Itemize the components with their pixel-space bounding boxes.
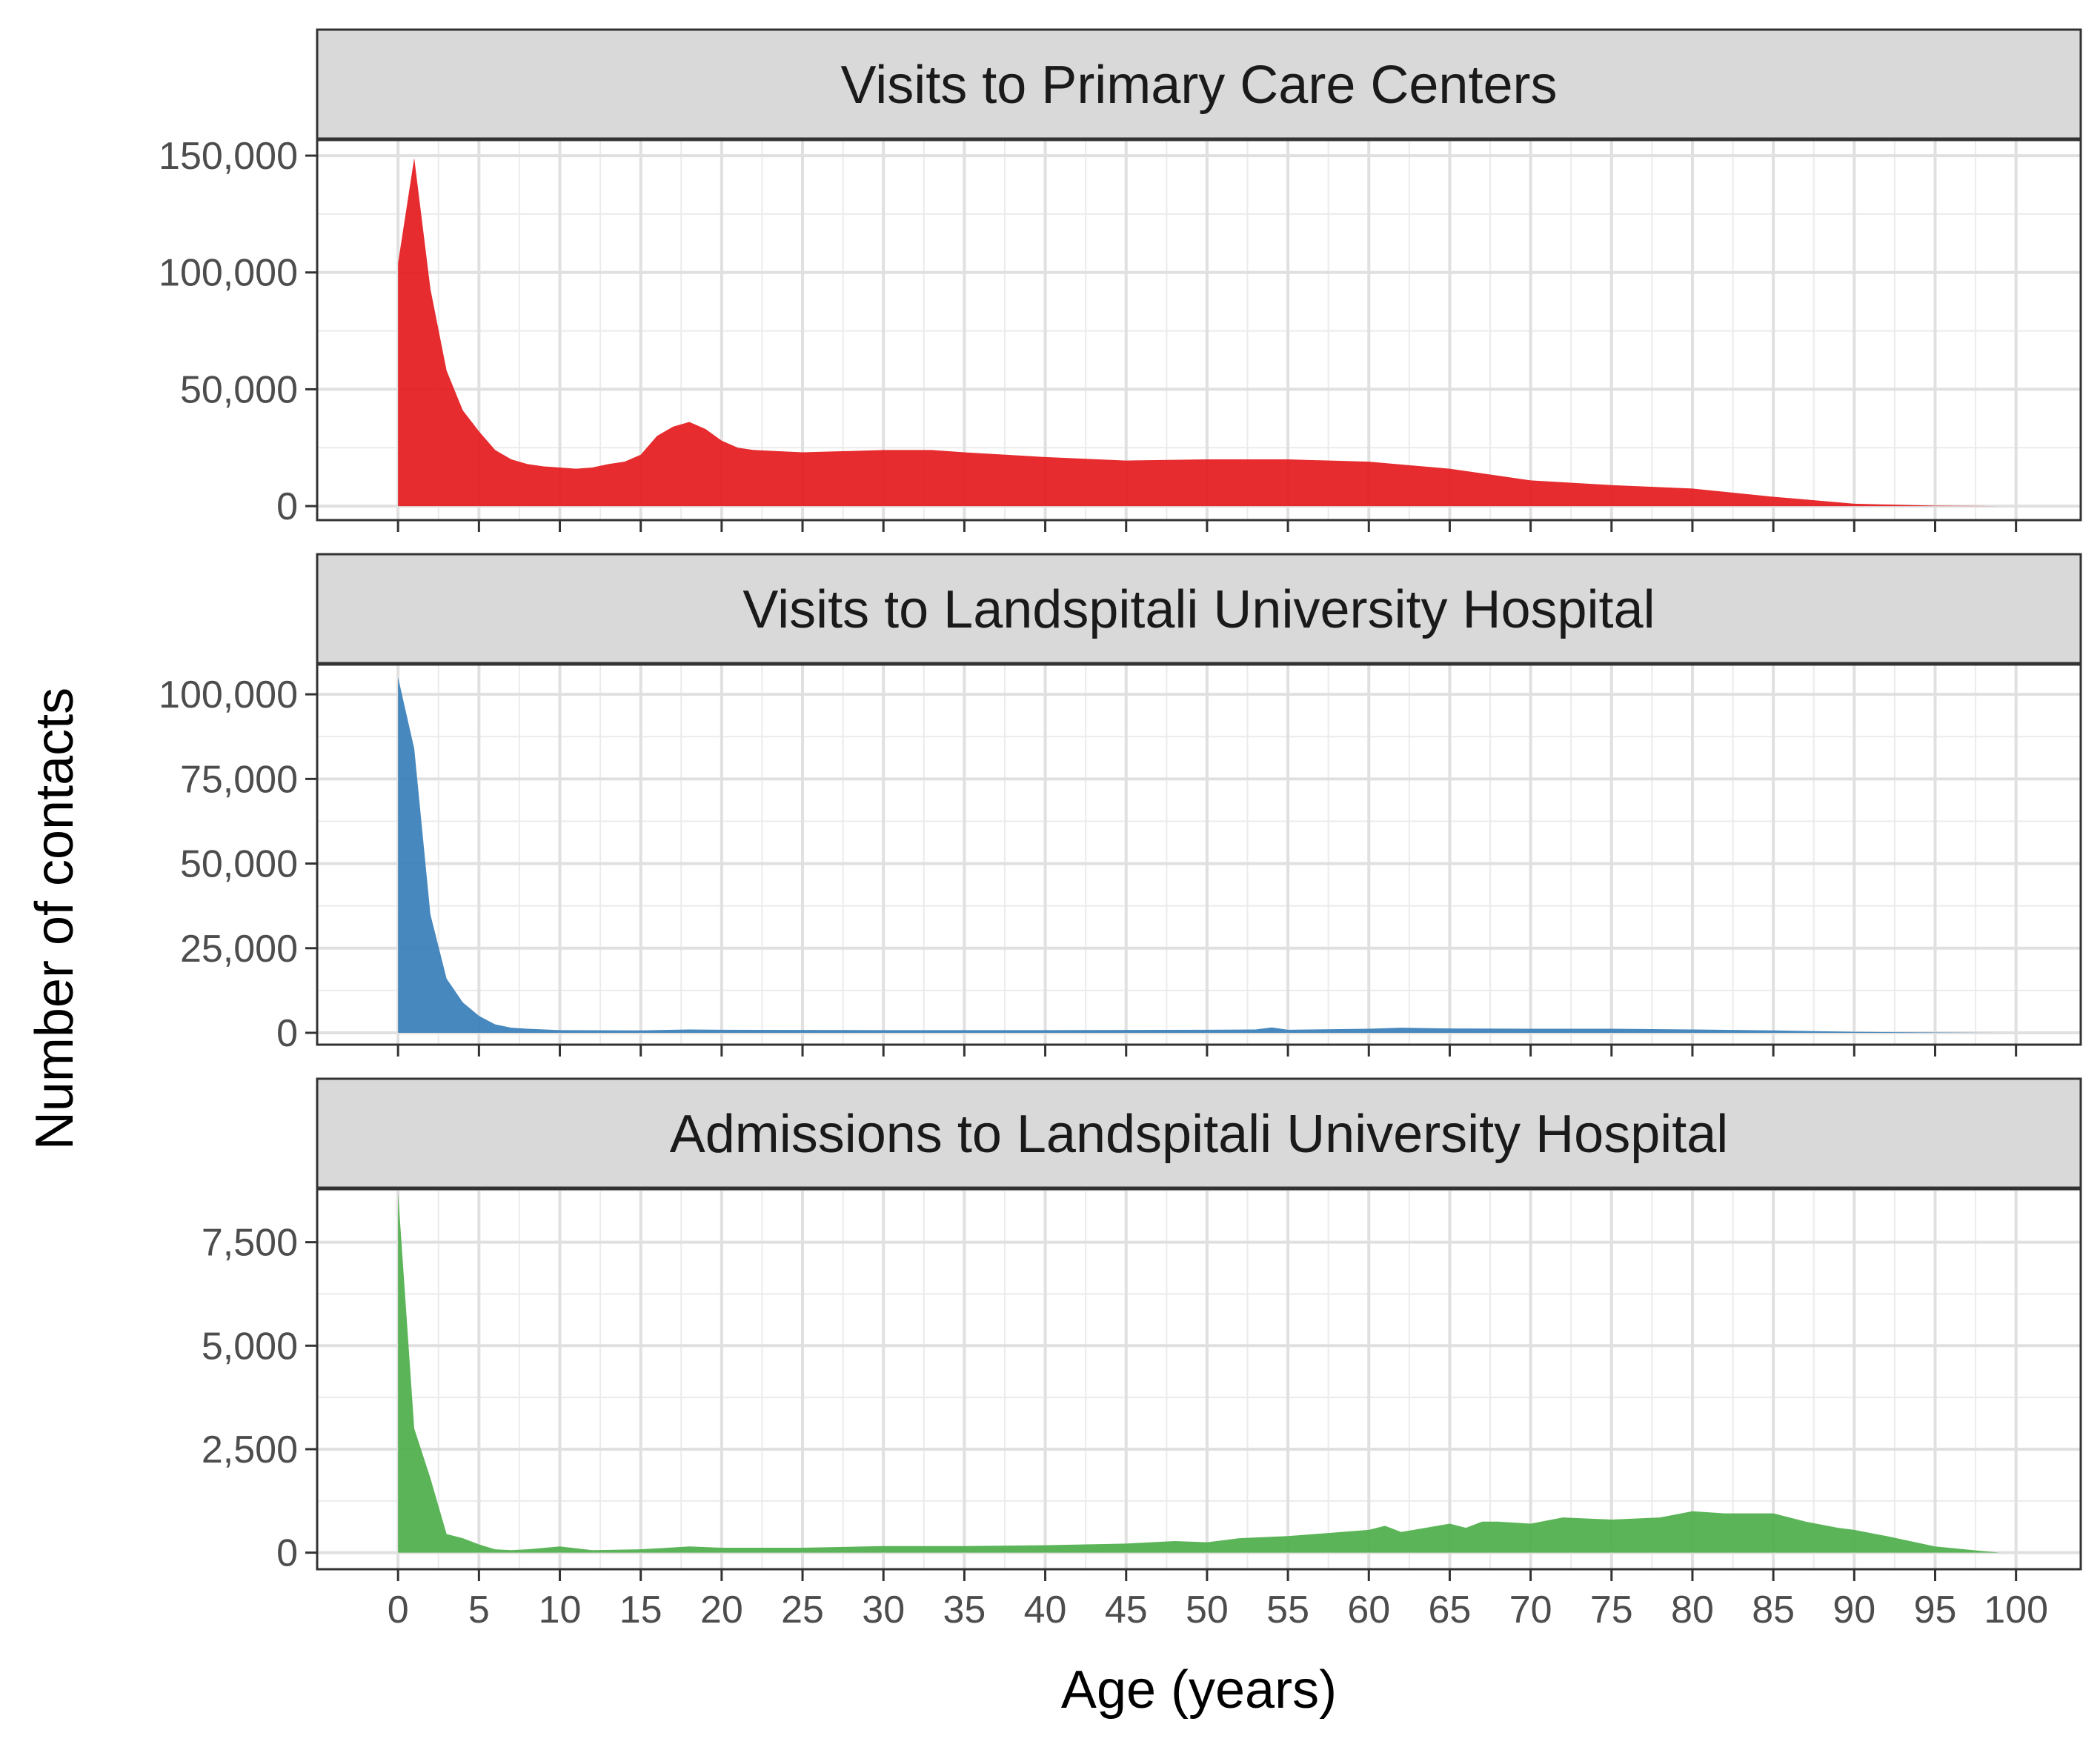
x-tick-label: 100 bbox=[1984, 1588, 2048, 1631]
y-tick-label: 75,000 bbox=[180, 758, 298, 801]
x-tick-label: 15 bbox=[619, 1588, 662, 1631]
x-tick-label: 40 bbox=[1024, 1588, 1067, 1631]
x-tick-label: 20 bbox=[700, 1588, 743, 1631]
x-tick-label: 45 bbox=[1105, 1588, 1148, 1631]
y-tick-label: 7,500 bbox=[202, 1222, 298, 1265]
y-tick-label: 0 bbox=[276, 1532, 298, 1575]
panel-background-3 bbox=[317, 1188, 2081, 1569]
x-tick-label: 30 bbox=[862, 1588, 905, 1631]
y-tick-label: 100,000 bbox=[159, 673, 298, 716]
y-tick-label: 0 bbox=[276, 1012, 298, 1055]
facet-strip-label-3: Admissions to Landspitali University Hos… bbox=[670, 1105, 1729, 1164]
y-tick-label: 100,000 bbox=[159, 252, 298, 295]
area-series-1 bbox=[398, 158, 2000, 507]
x-tick-label: 65 bbox=[1429, 1588, 1472, 1631]
y-tick-label: 0 bbox=[276, 485, 298, 528]
x-tick-label: 75 bbox=[1590, 1588, 1633, 1631]
x-tick-label: 25 bbox=[781, 1588, 824, 1631]
x-tick-label: 60 bbox=[1347, 1588, 1390, 1631]
facet-strip-label-1: Visits to Primary Care Centers bbox=[841, 56, 1558, 115]
x-tick-label: 50 bbox=[1186, 1588, 1229, 1631]
x-tick-label: 5 bbox=[468, 1588, 490, 1631]
x-axis-title: Age (years) bbox=[1061, 1660, 1337, 1720]
x-tick-label: 10 bbox=[539, 1588, 582, 1631]
x-tick-label: 90 bbox=[1832, 1588, 1875, 1631]
y-tick-label: 5,000 bbox=[202, 1325, 298, 1368]
x-tick-label: 35 bbox=[943, 1588, 986, 1631]
facet-strip-3 bbox=[316, 1077, 2082, 1190]
y-tick-label: 25,000 bbox=[180, 928, 298, 971]
x-tick-label: 80 bbox=[1671, 1588, 1714, 1631]
facet-strip-1 bbox=[316, 28, 2082, 141]
facet-strip-2 bbox=[316, 553, 2082, 665]
y-tick-label: 2,500 bbox=[202, 1428, 298, 1471]
panel-background-2 bbox=[317, 664, 2081, 1045]
x-tick-label: 95 bbox=[1914, 1588, 1957, 1631]
panel-background-1 bbox=[317, 139, 2081, 520]
x-tick-label: 0 bbox=[388, 1588, 409, 1631]
x-tick-label: 85 bbox=[1752, 1588, 1795, 1631]
x-tick-label: 70 bbox=[1509, 1588, 1552, 1631]
y-tick-label: 50,000 bbox=[180, 843, 298, 886]
facet-strip-label-2: Visits to Landspitali University Hospita… bbox=[742, 580, 1655, 639]
y-tick-label: 150,000 bbox=[159, 135, 298, 178]
y-axis-title: Number of contacts bbox=[25, 688, 84, 1150]
y-tick-label: 50,000 bbox=[180, 368, 298, 411]
x-tick-label: 55 bbox=[1266, 1588, 1309, 1631]
